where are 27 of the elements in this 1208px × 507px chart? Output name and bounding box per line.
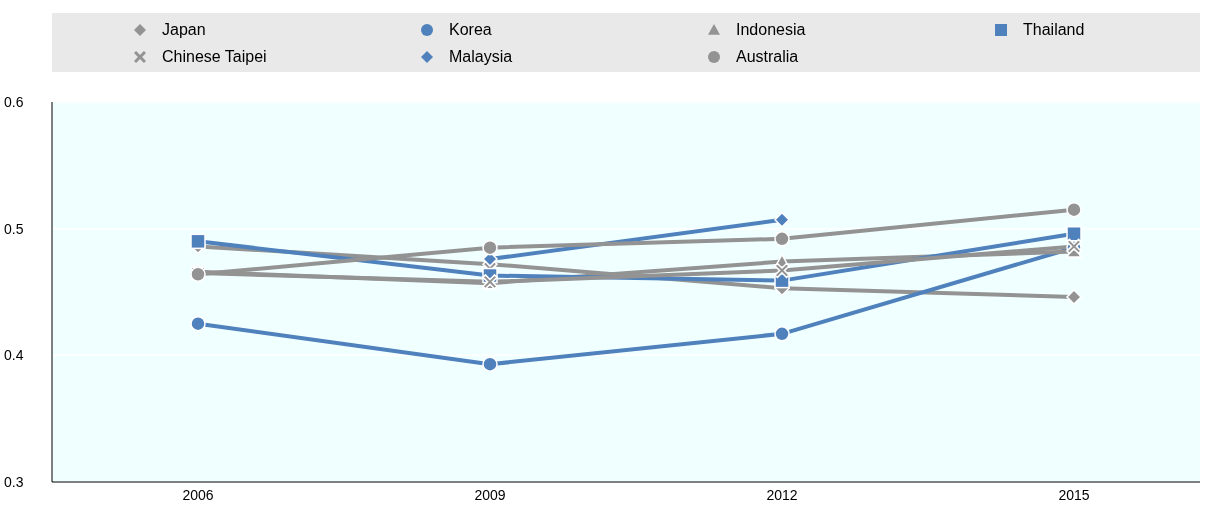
x-tick-label: 2009: [474, 486, 506, 503]
legend-label: Malaysia: [449, 47, 513, 66]
point: [190, 233, 206, 250]
point: [774, 262, 790, 279]
y-tick-label: 0.4: [4, 347, 24, 364]
point: [774, 326, 790, 342]
point: [1066, 201, 1082, 218]
x-tick-label: 2015: [1058, 486, 1090, 503]
y-tick-label: 0.3: [4, 473, 24, 490]
point: [774, 231, 790, 247]
point: [482, 239, 498, 256]
point: [190, 266, 206, 283]
legend-label: Thailand: [1023, 21, 1085, 39]
y-tick-label: 0.6: [4, 93, 24, 110]
x-tick-label: 2012: [766, 486, 798, 503]
x-tick-label: 2006: [182, 486, 214, 503]
point: [190, 315, 206, 332]
legend-label: Indonesia: [736, 21, 806, 39]
legend-label: Chinese Taipei: [162, 47, 267, 66]
point: [1066, 289, 1082, 305]
legend-label: Korea: [449, 21, 492, 39]
point: [774, 212, 790, 228]
legend-label: Australia: [736, 47, 799, 66]
point: [1066, 225, 1082, 242]
y-tick-label: 0.5: [4, 220, 24, 237]
point: [482, 356, 498, 372]
legend-label: Japan: [162, 21, 206, 39]
